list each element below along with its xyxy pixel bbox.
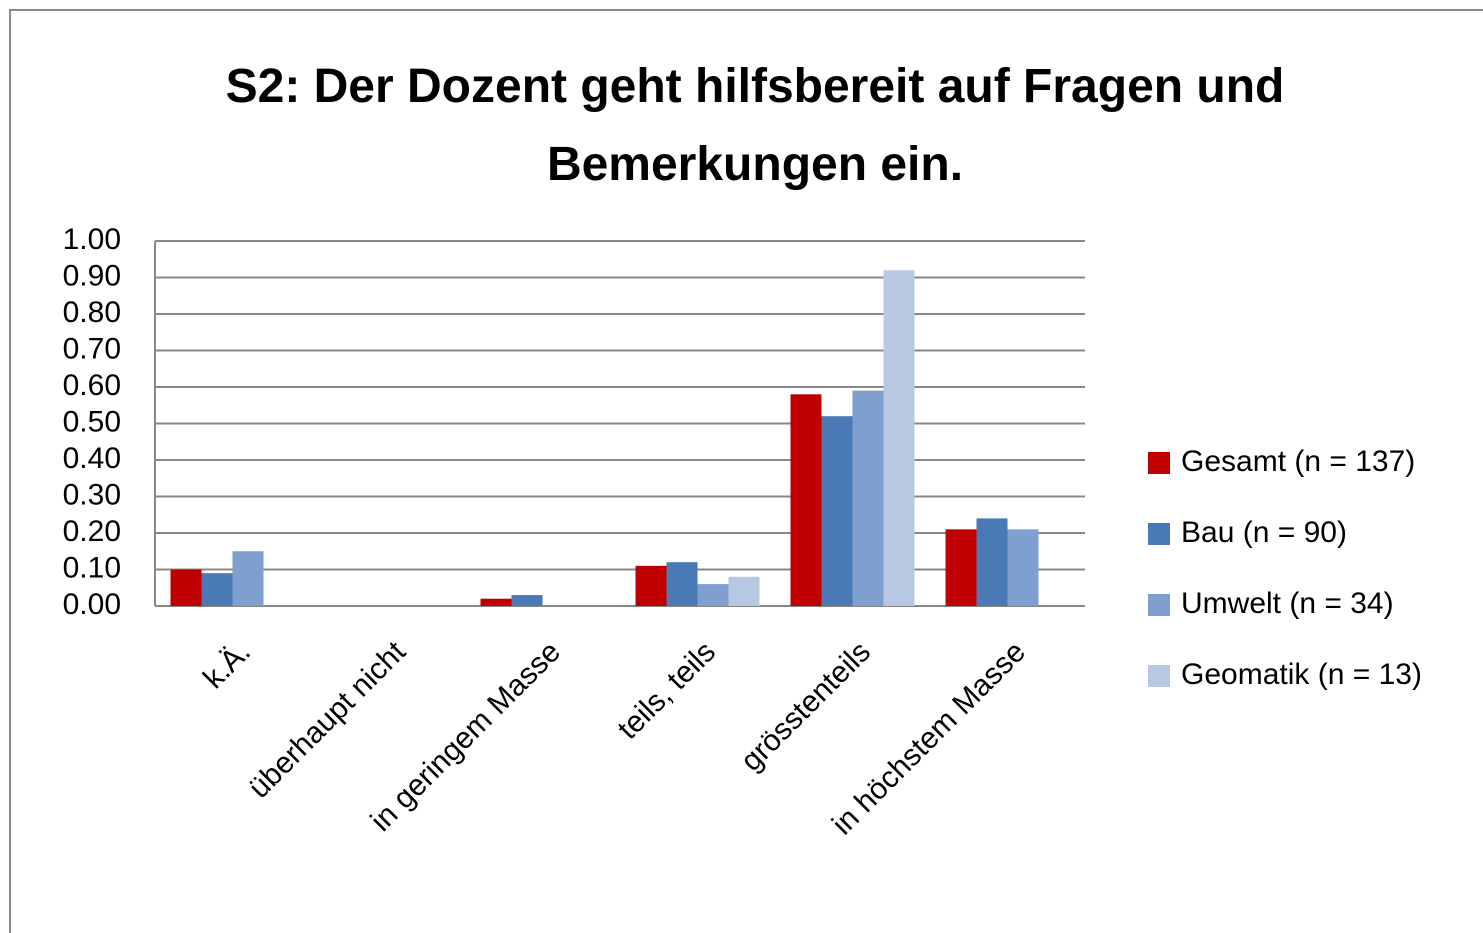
y-tick-label: 0.70: [63, 332, 121, 365]
y-tick-label: 0.80: [63, 296, 121, 329]
bar: [170, 569, 202, 606]
legend-label: Umwelt (n = 34): [1181, 587, 1394, 620]
legend-swatch: [1148, 523, 1170, 545]
y-tick-label: 1.00: [63, 223, 121, 256]
bar: [511, 595, 543, 606]
y-tick-label: 0.90: [63, 259, 121, 292]
legend-swatch: [1148, 665, 1170, 687]
y-tick-label: 0.40: [63, 442, 121, 475]
x-tick-label: grösstenteils: [735, 635, 877, 777]
legend-swatch: [1148, 452, 1170, 474]
bar: [728, 576, 760, 606]
y-tick-label: 0.50: [63, 405, 121, 438]
legend-label: Geomatik (n = 13): [1181, 658, 1422, 691]
y-tick-label: 0.00: [63, 588, 121, 621]
bar: [821, 416, 853, 606]
bar: [201, 573, 233, 606]
legend-swatch: [1148, 594, 1170, 616]
x-tick-label: überhaupt nicht: [242, 635, 412, 805]
bar: [635, 565, 667, 606]
legend-label: Gesamt (n = 137): [1181, 445, 1415, 478]
x-tick-label: k.Ä.: [197, 635, 257, 695]
chart-border: [9, 9, 1483, 933]
bar: [976, 518, 1008, 606]
y-tick-label: 0.30: [63, 478, 121, 511]
bar: [480, 598, 512, 606]
legend-label: Bau (n = 90): [1181, 516, 1347, 549]
bar: [666, 562, 698, 606]
bar: [945, 529, 977, 606]
bar: [852, 390, 884, 606]
bar: [697, 584, 729, 606]
bar: [232, 551, 264, 606]
y-tick-label: 0.10: [63, 551, 121, 584]
x-tick-label: teils, teils: [611, 635, 722, 746]
bar: [790, 394, 822, 606]
y-tick-label: 0.60: [63, 369, 121, 402]
bar: [883, 270, 915, 606]
bar: [1007, 529, 1039, 606]
chart-title: S2: Der Dozent geht hilfsbereit auf Frag…: [225, 60, 1285, 191]
y-tick-label: 0.20: [63, 515, 121, 548]
